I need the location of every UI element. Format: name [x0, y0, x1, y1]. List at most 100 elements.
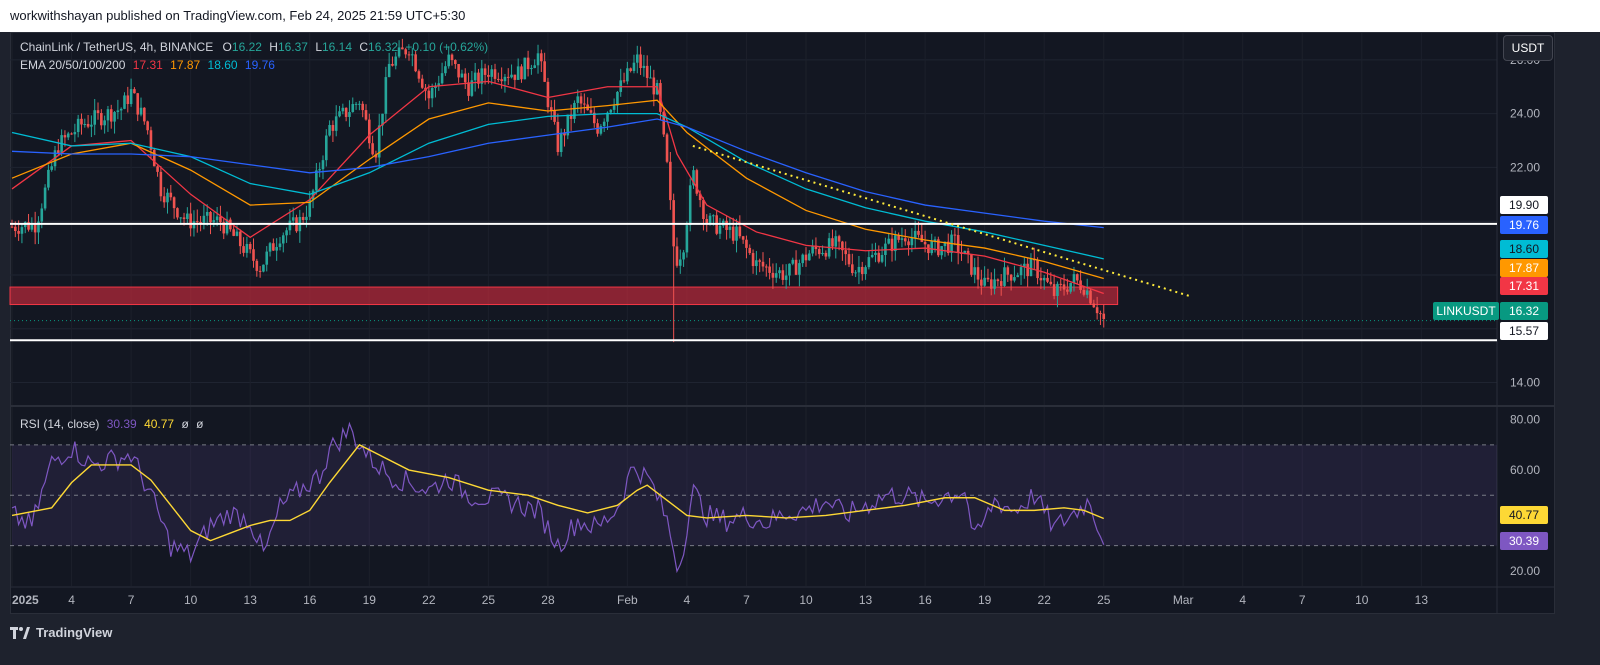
- publisher-line: workwithshayan published on TradingView.…: [10, 8, 466, 23]
- candle-body: [506, 76, 510, 78]
- symbol-legend[interactable]: ChainLink / TetherUS, 4h, BINANCE O16.22…: [20, 40, 488, 54]
- candle-body: [900, 238, 904, 240]
- candle-body: [427, 90, 431, 99]
- candle-body: [867, 257, 871, 268]
- candle-body: [559, 132, 563, 153]
- candle-body: [725, 220, 728, 230]
- candle-body: [202, 215, 206, 223]
- close-value: 16.32: [368, 40, 399, 54]
- candle-body: [599, 126, 603, 134]
- candle-body: [136, 93, 140, 115]
- candle-body: [500, 79, 503, 82]
- candle-body: [40, 208, 44, 222]
- symbol-tag-bg: [1433, 302, 1499, 320]
- time-tick-label: 13: [244, 593, 258, 607]
- candle-body: [1062, 284, 1066, 290]
- candle-body: [371, 143, 374, 155]
- candle-body: [774, 273, 778, 278]
- candle-body: [93, 110, 97, 125]
- candle-body: [516, 66, 520, 80]
- price-label-text: 17.87: [1509, 261, 1539, 275]
- candle-body: [635, 54, 639, 63]
- candle-body: [63, 135, 67, 138]
- time-tick-label: 22: [422, 593, 436, 607]
- price-label-bg: [1500, 277, 1548, 295]
- candle-body: [86, 123, 90, 127]
- rsi-ma-value: 40.77: [144, 417, 175, 431]
- candle-body: [645, 65, 649, 78]
- candle-body: [463, 73, 467, 83]
- candle-body: [602, 121, 606, 127]
- candle-body: [784, 275, 788, 280]
- candle-body: [361, 103, 364, 111]
- candle-body: [669, 161, 672, 201]
- candle-body: [344, 107, 348, 117]
- candle-body: [837, 236, 841, 242]
- candle-body: [520, 66, 523, 80]
- time-tick-label: 19: [363, 593, 377, 607]
- price-label-bg: [1500, 259, 1548, 277]
- candle-body: [652, 77, 656, 95]
- candle-body: [801, 254, 804, 264]
- candle-body: [166, 192, 169, 203]
- candle-body: [430, 88, 434, 99]
- rsi-layer: [10, 421, 1497, 574]
- tradingview-logo[interactable]: TradingView: [10, 625, 112, 640]
- candle-body: [434, 85, 437, 89]
- zone-layer: [9, 286, 1119, 306]
- candle-body: [546, 81, 550, 108]
- candle-body: [411, 54, 414, 56]
- candle-body: [851, 264, 854, 274]
- trendline: [692, 144, 1192, 298]
- candle-body: [751, 253, 755, 267]
- currency-button[interactable]: USDT: [1503, 35, 1553, 61]
- candle-body: [1036, 260, 1039, 279]
- ema-legend[interactable]: EMA 20/50/100/200 17.31 17.87 18.60 19.7…: [20, 58, 275, 72]
- candle-body: [47, 169, 50, 188]
- candle-body: [973, 267, 977, 275]
- candle-body: [811, 245, 814, 254]
- ema100-value: 18.60: [207, 58, 238, 72]
- candle-body: [318, 169, 321, 171]
- candle-body: [943, 241, 947, 247]
- candle-body: [576, 96, 580, 103]
- candle-body: [133, 89, 136, 94]
- time-tick-label: 16: [303, 593, 317, 607]
- tradingview-logo-text: TradingView: [36, 625, 113, 640]
- candle-body: [262, 264, 265, 272]
- candle-body: [80, 118, 83, 125]
- candle-body: [682, 252, 685, 260]
- candle-body: [146, 121, 149, 131]
- candle-body: [1089, 290, 1092, 304]
- candle-body: [821, 252, 824, 255]
- rsi-ma-line: [11, 443, 1105, 542]
- candle-body: [103, 120, 106, 126]
- candle-body: [437, 83, 441, 86]
- rsi-label-bg: [1500, 506, 1548, 524]
- candle-body: [66, 133, 70, 138]
- candle-body: [761, 261, 765, 267]
- candle-body: [215, 216, 219, 221]
- candle-body: [632, 62, 636, 71]
- candle-body: [387, 63, 391, 78]
- candle-body: [880, 255, 884, 262]
- rsi-legend[interactable]: RSI (14, close) 30.39 40.77 ø ø: [20, 417, 203, 431]
- price-label-text: 17.31: [1509, 279, 1539, 293]
- candle-body: [748, 247, 752, 254]
- candle-body: [1009, 274, 1013, 281]
- candle-body: [834, 236, 838, 247]
- candle-body: [76, 118, 80, 133]
- candle-body: [232, 229, 235, 236]
- candle-body: [334, 116, 338, 131]
- candle-body: [490, 69, 494, 77]
- candle-body: [622, 80, 626, 82]
- candle-body: [90, 124, 93, 127]
- candle-body: [970, 254, 973, 275]
- candle-body: [37, 221, 40, 233]
- candle-body: [222, 222, 226, 234]
- candle-body: [182, 217, 186, 220]
- candle-body: [649, 77, 652, 79]
- rsi-title: RSI (14, close): [20, 417, 100, 431]
- candle-body: [675, 246, 679, 266]
